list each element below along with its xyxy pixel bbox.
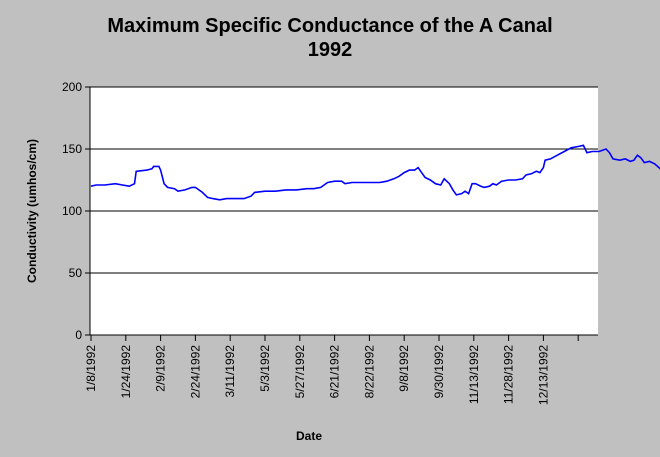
x-tick-label: 2/9/1992 <box>154 345 168 392</box>
x-tick-label: 9/30/1992 <box>432 345 446 399</box>
x-tick-label: 6/21/1992 <box>328 345 342 399</box>
y-tick-label: 50 <box>69 266 83 280</box>
x-tick-label: 3/11/1992 <box>223 345 237 398</box>
x-tick-label: 1/24/1992 <box>119 345 133 399</box>
x-tick-label: 11/28/1992 <box>502 345 516 404</box>
x-tick-label: 11/13/1992 <box>467 345 481 404</box>
chart-title-line1: Maximum Specific Conductance of the A Ca… <box>107 15 553 37</box>
y-axis-ticks: 0 50 100 150 200 <box>62 80 90 342</box>
x-axis-title: Date <box>296 429 322 443</box>
chart-title: Maximum Specific Conductance of the A Ca… <box>0 14 660 62</box>
x-tick-label: 1/8/1992 <box>84 345 98 392</box>
x-tick-label: 12/13/1992 <box>536 345 550 405</box>
x-tick-label: 8/22/1992 <box>362 345 376 399</box>
y-tick-label: 100 <box>62 204 82 218</box>
y-tick-label: 150 <box>62 142 82 156</box>
x-tick-label: 5/3/1992 <box>258 345 272 392</box>
y-axis-title: Conductivity (umhos/cm) <box>25 139 39 283</box>
gridlines <box>90 86 598 274</box>
x-axis-ticks: 1/8/1992 1/24/1992 2/9/1992 2/24/1992 3/11/1… <box>84 335 579 405</box>
x-tick-label: 2/24/1992 <box>188 345 202 399</box>
series-line-conductivity <box>90 144 660 201</box>
y-tick-label: 0 <box>75 328 82 342</box>
x-tick-label: 5/27/1992 <box>293 345 307 399</box>
x-tick-label: 9/8/1992 <box>397 345 411 392</box>
chart-title-line2: 1992 <box>307 39 353 61</box>
y-tick-label: 200 <box>62 80 82 94</box>
